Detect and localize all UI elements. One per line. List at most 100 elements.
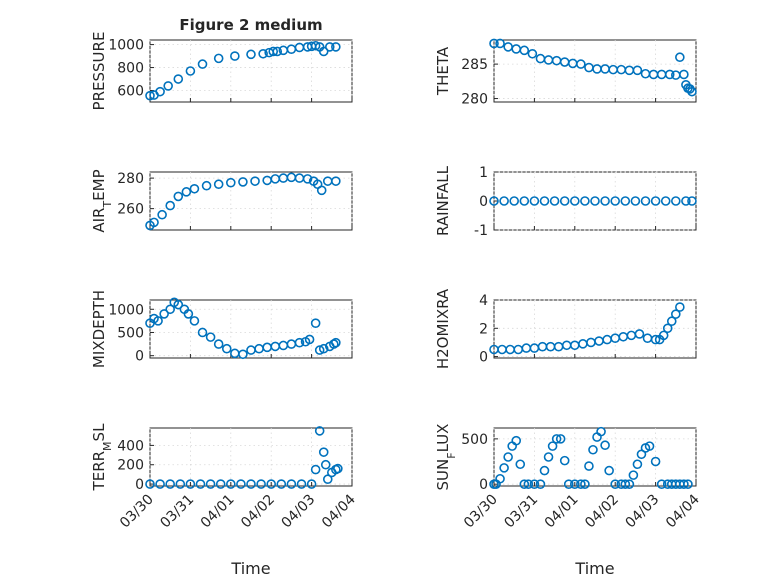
data-point — [246, 49, 256, 60]
data-point — [576, 59, 586, 69]
data-point — [226, 479, 236, 489]
data-point — [181, 187, 192, 197]
y-tick-label: 1000 — [108, 302, 144, 318]
data-point — [519, 479, 530, 489]
data-point — [679, 479, 689, 489]
data-point — [213, 339, 224, 349]
data-point — [547, 441, 558, 451]
data-point — [185, 479, 196, 489]
data-point — [331, 176, 341, 186]
data-point — [197, 327, 208, 338]
x-tick-label: 04/04 — [663, 491, 703, 531]
data-point — [331, 42, 341, 52]
x-tick-label: 04/02 — [582, 492, 622, 532]
plot-area — [149, 299, 353, 359]
data-point — [503, 452, 513, 462]
data-point — [489, 38, 499, 49]
data-point — [294, 337, 305, 348]
data-point — [569, 479, 580, 489]
data-point — [310, 40, 321, 51]
data-point — [258, 48, 268, 59]
data-point — [213, 53, 224, 64]
y-tick-label: 2 — [479, 321, 488, 337]
x-axis-label: Time — [574, 559, 614, 578]
data-point — [215, 479, 226, 489]
data-point — [175, 479, 186, 489]
data-point — [670, 196, 681, 206]
data-point — [640, 196, 651, 206]
data-point — [205, 479, 216, 489]
data-point — [535, 479, 546, 489]
data-point — [650, 456, 661, 467]
data-point — [662, 323, 673, 334]
data-point — [624, 479, 635, 489]
data-point — [658, 330, 669, 341]
x-tick-label: 04/01 — [542, 492, 582, 532]
data-point — [632, 65, 643, 76]
data-point — [527, 48, 538, 59]
data-point — [580, 479, 590, 489]
subplot-6: 0 2 4 H2OMIXRA — [434, 288, 697, 369]
data-point — [675, 302, 685, 312]
y-tick-label: 1000 — [108, 38, 144, 54]
data-point — [173, 191, 184, 202]
data-point — [644, 441, 655, 451]
data-point — [165, 479, 175, 489]
data-point — [588, 444, 598, 455]
y-tick-label: 0 — [135, 349, 144, 365]
x-tick-label: 03/31 — [501, 492, 541, 532]
data-point — [670, 309, 681, 319]
data-point — [314, 345, 325, 355]
data-point — [551, 434, 562, 444]
data-point — [318, 447, 329, 457]
x-tick-label: 04/03 — [279, 492, 319, 532]
y-tick-label: 0 — [479, 350, 488, 366]
data-point — [529, 479, 540, 489]
data-point — [509, 196, 520, 206]
data-point — [165, 200, 175, 211]
data-point — [296, 479, 307, 489]
data-point — [310, 318, 321, 329]
data-point — [656, 479, 667, 489]
x-tick-label: 04/04 — [319, 491, 359, 531]
data-point — [559, 196, 570, 206]
x-tick-label: 03/30 — [461, 492, 501, 532]
plot-area — [149, 427, 353, 487]
y-axis-label: SUNFLUX — [434, 424, 458, 491]
data-point — [333, 463, 343, 474]
x-axis-label: Time — [230, 559, 270, 578]
data-point — [302, 174, 313, 184]
data-point — [310, 464, 321, 475]
data-point — [145, 479, 155, 489]
data-point — [630, 196, 641, 206]
data-point — [632, 459, 643, 470]
y-tick-label: -1 — [474, 223, 488, 239]
data-point — [189, 183, 200, 194]
y-tick-label: 280 — [461, 92, 488, 108]
data-point — [683, 479, 693, 489]
data-point — [183, 309, 194, 319]
data-point — [256, 479, 266, 489]
data-point — [543, 452, 554, 462]
data-point — [596, 426, 606, 437]
y-axis-label: RAINFALL — [434, 165, 452, 236]
data-point — [515, 459, 526, 470]
y-tick-label: 4 — [479, 293, 488, 309]
data-point — [230, 51, 240, 61]
data-point — [499, 463, 509, 473]
data-point — [664, 69, 675, 80]
x-tick-label: 04/01 — [198, 492, 238, 532]
y-tick-label: 800 — [117, 61, 144, 77]
data-point — [318, 343, 329, 354]
data-point — [213, 179, 224, 190]
data-point — [679, 69, 689, 80]
x-tick-label: 03/30 — [117, 492, 157, 532]
data-point — [272, 46, 283, 57]
data-point — [650, 196, 661, 206]
y-axis-label: H2OMIXRA — [434, 288, 452, 369]
data-point — [320, 459, 331, 470]
data-point — [266, 479, 277, 489]
data-point — [519, 45, 530, 56]
